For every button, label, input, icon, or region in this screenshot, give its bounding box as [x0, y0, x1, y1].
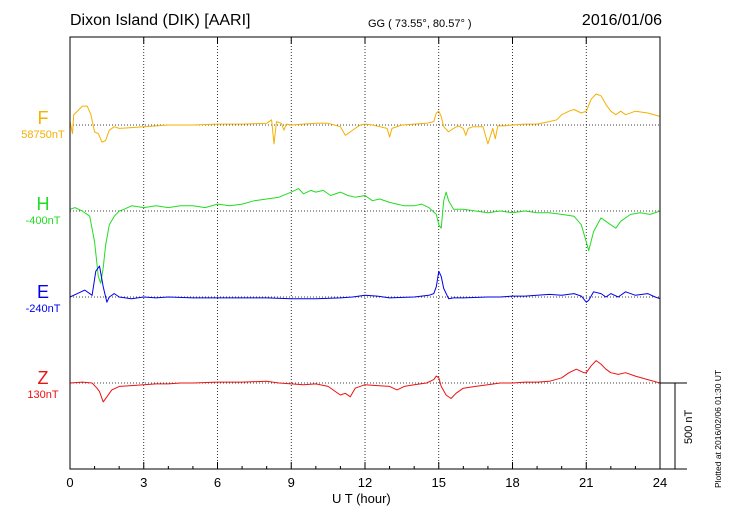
x-tick-label: 21: [579, 475, 593, 490]
component-letter: F: [37, 108, 49, 128]
x-axis-label: U T (hour): [332, 491, 391, 506]
x-tick-label: 15: [432, 475, 446, 490]
component-label-z: Z 130nT: [8, 368, 78, 401]
trace-f: [69, 93, 661, 145]
trace-h: [69, 188, 661, 284]
component-letter: Z: [37, 368, 49, 388]
component-letter: E: [36, 282, 49, 302]
component-label-e: E -240nT: [8, 282, 78, 315]
component-label-h: H -400nT: [8, 194, 78, 227]
x-tick-label: 3: [140, 475, 147, 490]
component-baseline: -400nT: [25, 215, 61, 227]
station-title: Dixon Island (DIK) [AARI]: [70, 12, 251, 29]
scale-bar-label: 500 nT: [683, 409, 695, 444]
plot-date: 2016/01/06: [581, 12, 662, 29]
x-tick-label: 6: [214, 475, 221, 490]
geographic-coords: GG ( 73.55°, 80.57° ): [368, 18, 472, 30]
component-label-f: F 58750nT: [8, 108, 78, 141]
grid-lines: [70, 37, 660, 469]
trace-e: [69, 265, 661, 303]
plotted-timestamp: Plotted at 2016/02/06 01:30 UT: [713, 369, 723, 488]
x-axis-ticks: 0 3 6 9 12 15 18 21 24: [66, 37, 667, 490]
scale-bar: [660, 382, 687, 470]
component-letter: H: [36, 194, 50, 214]
component-baseline: -240nT: [25, 303, 61, 315]
x-tick-label: 24: [653, 475, 667, 490]
component-traces: [69, 93, 661, 403]
trace-z: [69, 360, 661, 403]
x-tick-label: 9: [288, 475, 295, 490]
x-tick-label: 18: [505, 475, 519, 490]
x-tick-label: 0: [66, 475, 73, 490]
x-tick-label: 12: [358, 475, 372, 490]
component-baseline: 58750nT: [21, 129, 65, 141]
component-baseline: 130nT: [27, 389, 59, 401]
